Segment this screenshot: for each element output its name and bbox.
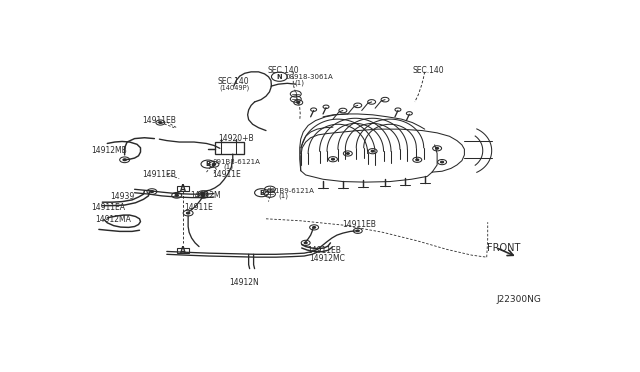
Text: 14911EB: 14911EB <box>142 116 176 125</box>
Text: 091B9-6121A: 091B9-6121A <box>266 188 314 194</box>
Circle shape <box>175 194 179 196</box>
Text: SEC.140: SEC.140 <box>218 77 250 86</box>
Text: 14911E: 14911E <box>212 170 241 179</box>
Circle shape <box>371 150 374 152</box>
Text: 14911EA: 14911EA <box>91 203 125 212</box>
Circle shape <box>304 242 307 244</box>
Text: B: B <box>259 190 264 196</box>
Text: 14939: 14939 <box>110 192 134 201</box>
Circle shape <box>356 230 359 232</box>
Text: 14911E: 14911E <box>184 203 213 212</box>
Text: J22300NG: J22300NG <box>497 295 541 304</box>
Circle shape <box>201 193 205 195</box>
Text: 14912N: 14912N <box>229 279 259 288</box>
Text: 14912MC: 14912MC <box>309 254 345 263</box>
Circle shape <box>297 102 300 103</box>
Bar <box>177 248 189 253</box>
Text: 14912MB: 14912MB <box>91 146 127 155</box>
Text: 14920+B: 14920+B <box>218 134 253 143</box>
Text: (1): (1) <box>278 193 289 199</box>
Circle shape <box>312 227 316 228</box>
Text: 14911EB: 14911EB <box>342 220 376 229</box>
Text: SEC.140: SEC.140 <box>412 67 444 76</box>
Circle shape <box>332 158 335 160</box>
Text: 14911EB: 14911EB <box>307 246 341 255</box>
Text: (1): (1) <box>294 79 304 86</box>
Text: 14911EB: 14911EB <box>142 170 176 179</box>
Text: 14912MA: 14912MA <box>95 215 131 224</box>
Text: A: A <box>180 184 186 193</box>
Circle shape <box>440 161 444 163</box>
Circle shape <box>212 163 216 166</box>
Text: SEC.140: SEC.140 <box>268 67 299 76</box>
Text: (14049P): (14049P) <box>219 85 249 92</box>
Circle shape <box>436 147 438 149</box>
Circle shape <box>159 122 162 124</box>
Text: 08918-3061A: 08918-3061A <box>286 74 333 80</box>
Text: 091B8-6121A: 091B8-6121A <box>213 159 261 165</box>
Text: (1): (1) <box>224 164 234 170</box>
Circle shape <box>123 159 126 161</box>
Circle shape <box>346 153 349 154</box>
Circle shape <box>201 194 205 196</box>
Text: N: N <box>276 74 282 80</box>
Circle shape <box>186 212 190 214</box>
Text: FRONT: FRONT <box>486 243 520 253</box>
Circle shape <box>416 159 419 161</box>
Text: 14912M: 14912M <box>191 190 221 199</box>
Bar <box>215 142 244 154</box>
Text: A: A <box>180 246 186 255</box>
Bar <box>177 186 189 191</box>
Text: B: B <box>205 161 211 167</box>
Circle shape <box>150 190 154 193</box>
